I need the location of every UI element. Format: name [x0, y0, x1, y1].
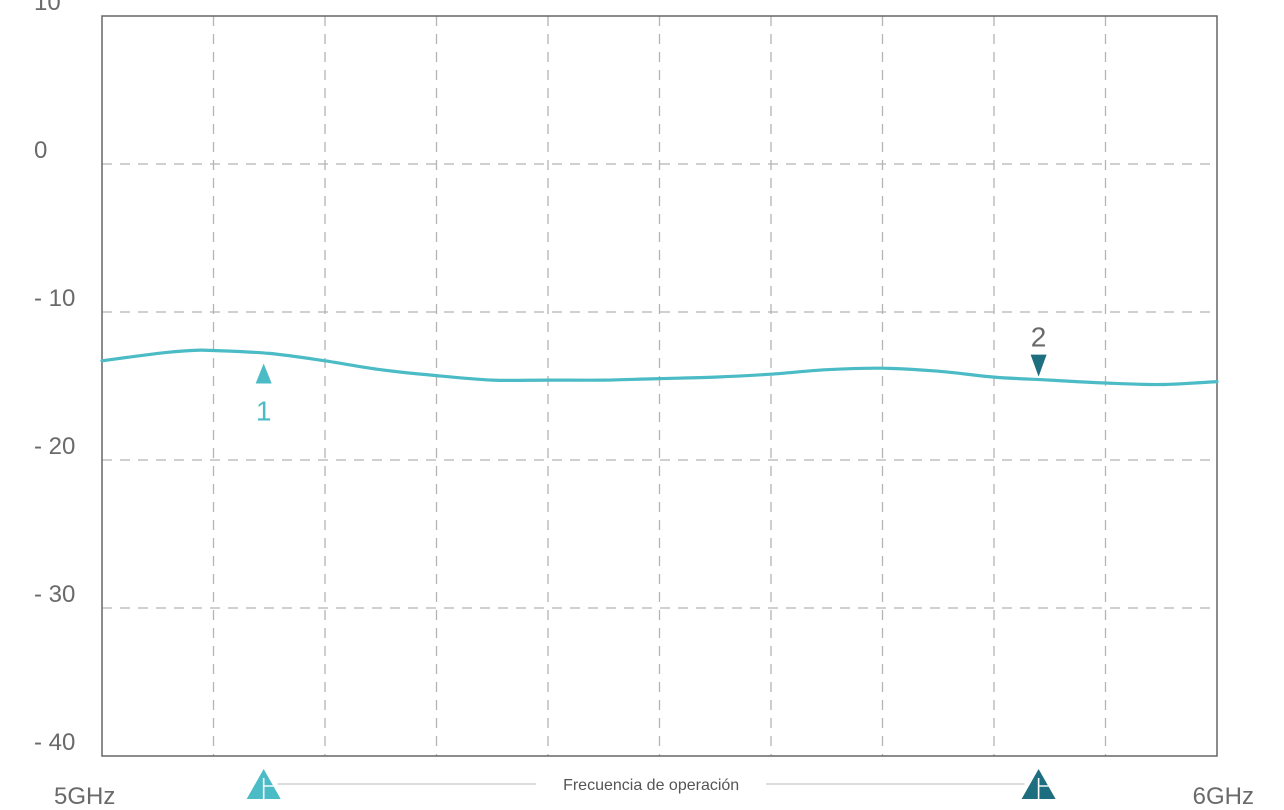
markers-layer: 12 [255, 322, 1047, 426]
y-tick-label: 10 [34, 0, 61, 16]
y-tick-label: - 20 [34, 433, 75, 460]
y-axis-ticks: 10 0 - 10 - 20 - 30 - 40 [34, 0, 75, 756]
operating-band: Frecuencia de operación [246, 769, 1056, 799]
x-start-label: 5GHz [54, 783, 115, 810]
marker-2-icon [1030, 354, 1047, 377]
x-end-label: 6GHz [1193, 783, 1254, 810]
marker-2-label: 2 [1031, 322, 1047, 353]
marker-1-label: 1 [256, 395, 272, 426]
band-end-icon [1021, 769, 1056, 799]
y-tick-label: - 10 [34, 285, 75, 312]
series-line [100, 348, 1219, 387]
plot-frame [101, 15, 1218, 757]
marker-1-icon [255, 363, 272, 384]
y-tick-label: - 30 [34, 581, 75, 608]
grid [102, 16, 1217, 756]
band-label: Frecuencia de operación [563, 777, 739, 794]
series-layer [100, 348, 1219, 387]
y-tick-label: 0 [34, 137, 47, 164]
y-tick-label: - 40 [34, 729, 75, 756]
band-start-icon [246, 769, 281, 799]
